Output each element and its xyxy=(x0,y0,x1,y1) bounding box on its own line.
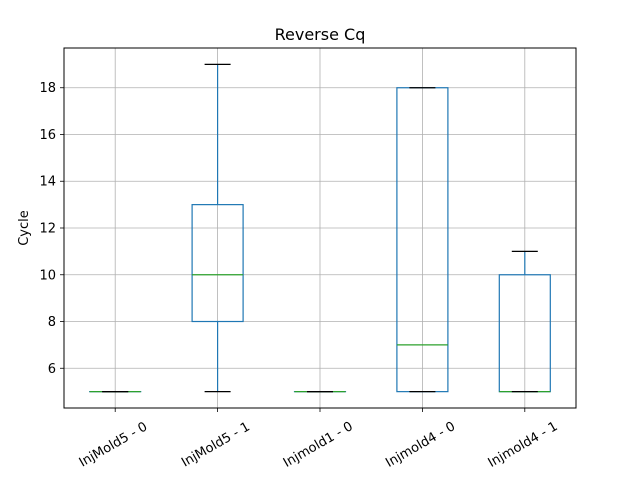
chart-title: Reverse Cq xyxy=(275,25,366,44)
grid xyxy=(64,48,576,408)
y-tick-label: 12 xyxy=(39,222,56,237)
ticks: 6 8 10 12 14 16 18 InjMold5 - 0 InjMold5 - 1 Injm… xyxy=(39,81,560,471)
box-iqr xyxy=(191,204,244,323)
boxes xyxy=(89,63,551,393)
y-tick-label: 10 xyxy=(39,268,56,283)
y-tick-label: 8 xyxy=(48,315,56,330)
x-tick-label: InjMold5 - 0 xyxy=(77,419,151,470)
box-4 xyxy=(396,87,449,393)
y-tick-label: 14 xyxy=(39,175,56,190)
y-axis-label: Cycle xyxy=(17,210,32,246)
box-5 xyxy=(498,250,551,393)
x-tick-label: InjMold5 - 1 xyxy=(179,419,253,470)
x-tick-label: Injmold1 - 0 xyxy=(281,419,356,471)
y-tick-label: 6 xyxy=(48,362,56,377)
box-2 xyxy=(191,63,244,393)
y-tick-label: 18 xyxy=(39,81,56,96)
y-tick-label: 16 xyxy=(39,128,56,143)
x-tick-label: Injmold4 - 1 xyxy=(486,419,561,471)
x-tick-label: Injmold4 - 0 xyxy=(383,419,458,471)
